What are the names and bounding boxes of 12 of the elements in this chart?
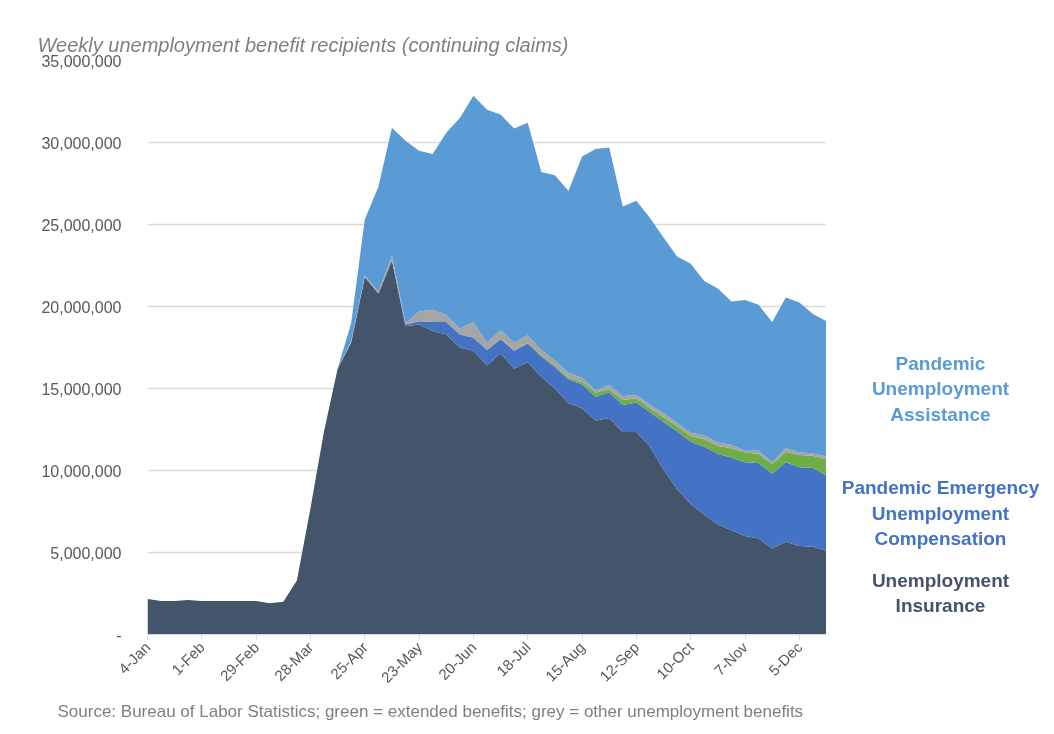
series-label: Pandemic Emergency Unemployment Compensation [841, 477, 1040, 549]
chart-title: Weekly unemployment benefit recipients (continuing claims) [37, 33, 569, 56]
y-tick-label: 5,000,000 [50, 544, 122, 562]
y-tick-label: 30,000,000 [41, 134, 122, 152]
source-note: Source: Bureau of Labor Statistics; green = extended benefits; grey = other unemployment benefits [57, 701, 804, 721]
text: Unemployment Insurance [871, 569, 1010, 616]
y-tick-label: 10,000,000 [41, 462, 122, 480]
y-tick-label: 25,000,000 [41, 216, 122, 234]
text: Pandemic Unemployment Assistance [871, 353, 1010, 425]
y-tick-label: 15,000,000 [41, 380, 122, 398]
y-tick-label: - [116, 626, 122, 644]
y-tick-label: 20,000,000 [41, 298, 122, 316]
